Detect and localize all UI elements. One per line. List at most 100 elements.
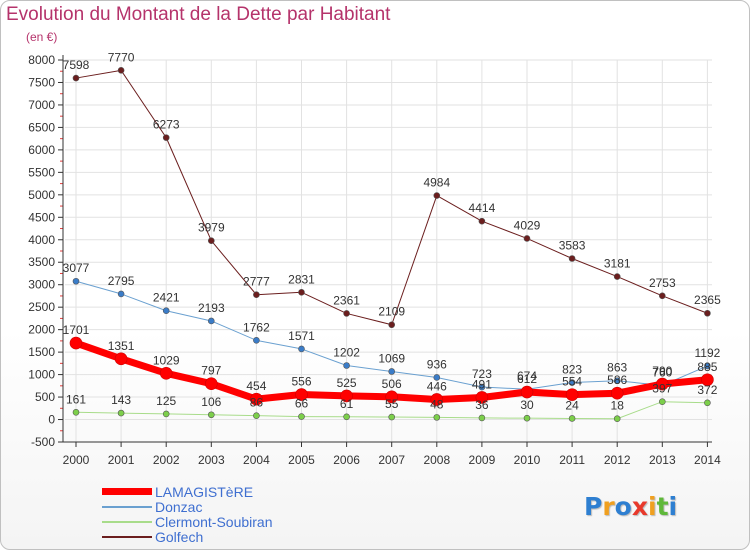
x-tick-label: 2013 — [649, 453, 676, 467]
data-label-golfech: 6273 — [153, 118, 180, 132]
data-point-donzac — [343, 362, 350, 369]
data-point-donzac — [162, 307, 170, 315]
data-label-clermont-soubiran: 125 — [156, 394, 176, 408]
data-point-donzac — [433, 374, 441, 381]
data-point-clermont-soubiran — [658, 398, 666, 405]
y-tick-label: 4000 — [28, 233, 55, 247]
y-tick-label: 3000 — [28, 278, 55, 292]
data-label-golfech: 4029 — [514, 218, 541, 232]
data-point-clermont-soubiran — [478, 414, 486, 422]
data-point-lamagist-re — [340, 389, 353, 403]
x-tick-label: 2005 — [288, 453, 315, 467]
data-label-donzac: 2193 — [198, 301, 225, 315]
data-point-golfech — [117, 67, 125, 74]
y-tick-label: 7500 — [28, 75, 55, 89]
legend-swatch — [102, 488, 152, 495]
data-label-donzac: 1192 — [694, 346, 720, 360]
data-label-lamagist-re: 797 — [201, 364, 221, 378]
legend-label: Donzac — [155, 498, 203, 515]
data-label-lamagist-re: 554 — [562, 375, 582, 389]
data-point-golfech — [523, 235, 531, 242]
chart-title: Evolution du Montant de la Dette par Hab… — [6, 4, 391, 25]
data-label-lamagist-re: 1701 — [63, 323, 90, 337]
data-point-clermont-soubiran — [523, 414, 531, 422]
data-label-clermont-soubiran: 86 — [250, 396, 264, 410]
y-tick-label: 5000 — [28, 188, 55, 202]
x-tick-label: 2007 — [378, 453, 405, 467]
legend-label: LAMAGISTèRE — [155, 483, 254, 500]
logo-letter: P — [584, 492, 603, 521]
data-point-clermont-soubiran — [208, 411, 215, 419]
legend-swatch — [102, 535, 152, 538]
data-point-lamagist-re — [385, 390, 399, 404]
data-label-golfech: 7598 — [63, 58, 90, 72]
legend-label: Golfech — [155, 528, 204, 545]
data-label-clermont-soubiran: 18 — [611, 399, 625, 413]
y-tick-label: -500 — [31, 435, 55, 449]
x-tick-label: 2011 — [559, 453, 585, 467]
data-label-golfech: 4984 — [423, 176, 450, 190]
logo-letter: t — [656, 492, 669, 521]
data-label-clermont-soubiran: 106 — [201, 395, 221, 409]
data-label-lamagist-re: 885 — [697, 360, 717, 374]
x-tick-label: 2004 — [243, 453, 270, 467]
data-label-donzac: 2421 — [153, 291, 180, 305]
logo-letter: i — [668, 492, 678, 521]
data-label-clermont-soubiran: 24 — [565, 398, 579, 412]
data-point-lamagist-re — [250, 392, 263, 406]
x-tick-label: 2002 — [153, 453, 180, 467]
data-point-clermont-soubiran — [388, 413, 396, 421]
x-tick-label: 2006 — [333, 453, 360, 467]
chart-subtitle: (en €) — [26, 30, 58, 44]
y-tick-label: 2000 — [28, 323, 55, 337]
data-label-golfech: 2109 — [378, 305, 405, 319]
data-label-donzac: 3077 — [63, 261, 90, 275]
data-label-clermont-soubiran: 66 — [295, 397, 309, 411]
legend-swatch — [102, 520, 152, 523]
proxiti-logo: Proxiti — [584, 492, 677, 521]
data-point-golfech — [208, 237, 215, 245]
data-point-lamagist-re — [159, 366, 173, 380]
data-point-lamagist-re — [114, 352, 128, 366]
legend-item: Donzac — [102, 498, 273, 515]
data-label-donzac: 823 — [562, 363, 582, 377]
y-tick-label: 1500 — [28, 345, 55, 359]
legend-label: Clermont-Soubiran — [155, 513, 273, 530]
data-label-lamagist-re: 1351 — [108, 339, 135, 353]
data-label-lamagist-re: 525 — [337, 376, 357, 390]
data-label-lamagist-re: 556 — [291, 375, 311, 389]
data-point-donzac — [253, 337, 260, 344]
data-label-golfech: 3583 — [559, 239, 586, 253]
data-label-clermont-soubiran: 48 — [430, 397, 444, 411]
data-point-clermont-soubiran — [613, 415, 621, 423]
logo-letter: r — [602, 492, 615, 521]
logo-letter: x — [631, 492, 648, 521]
data-label-clermont-soubiran: 372 — [697, 383, 717, 397]
legend-swatch — [102, 505, 152, 508]
data-label-golfech: 3979 — [198, 221, 225, 235]
x-tick-label: 2010 — [514, 453, 541, 467]
data-label-donzac: 1069 — [378, 351, 405, 365]
data-label-golfech: 2753 — [649, 276, 676, 290]
data-point-donzac — [613, 377, 621, 385]
data-label-lamagist-re: 491 — [472, 377, 492, 391]
data-label-golfech: 3181 — [604, 257, 631, 271]
x-tick-label: 2000 — [63, 453, 90, 467]
data-point-golfech — [343, 310, 350, 317]
data-label-clermont-soubiran: 55 — [385, 397, 399, 411]
data-label-golfech: 4414 — [469, 201, 496, 215]
legend-item: Golfech — [102, 528, 273, 545]
data-point-clermont-soubiran — [343, 413, 350, 421]
data-point-lamagist-re — [701, 373, 714, 387]
y-tick-label: 3500 — [28, 255, 55, 269]
data-label-golfech: 2361 — [333, 293, 360, 307]
data-point-clermont-soubiran — [568, 415, 576, 422]
data-label-clermont-soubiran: 61 — [340, 397, 354, 411]
y-tick-label: 7000 — [28, 98, 55, 112]
data-point-lamagist-re — [655, 377, 669, 391]
data-point-golfech — [568, 255, 576, 262]
data-point-clermont-soubiran — [298, 413, 305, 420]
y-tick-label: 500 — [35, 390, 55, 404]
y-tick-label: 8000 — [28, 53, 55, 67]
